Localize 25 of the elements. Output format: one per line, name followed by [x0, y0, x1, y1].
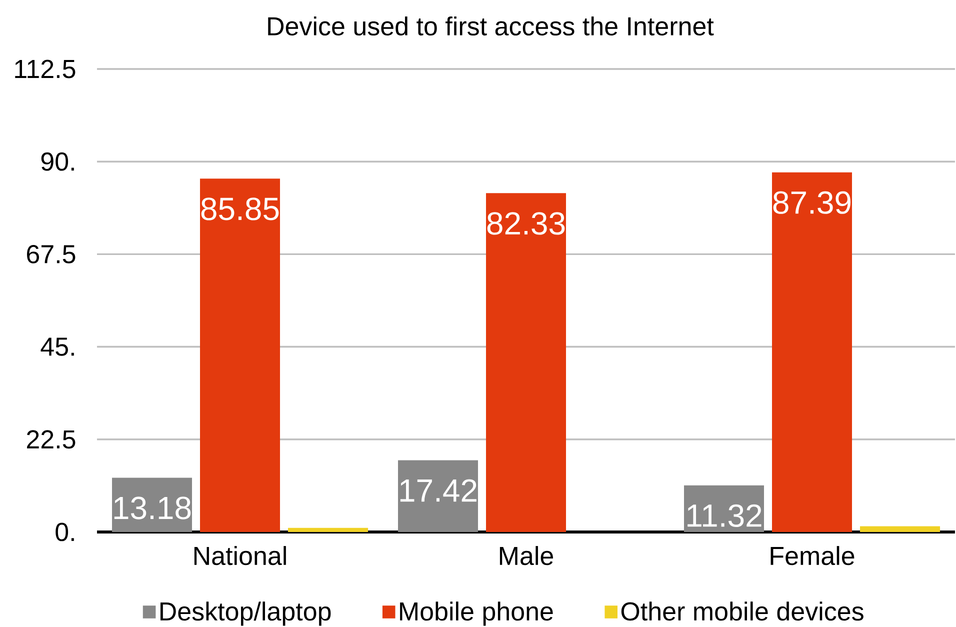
bar — [398, 460, 478, 532]
data-label: 13.18 — [114, 496, 191, 520]
data-label: 85.85 — [201, 198, 279, 220]
x-tick-label: Female — [770, 546, 854, 566]
chart-title: Device used to first access the Internet — [268, 16, 714, 36]
y-tick-label: 67.5 — [27, 244, 76, 264]
y-tick-label: 90. — [41, 152, 74, 171]
data-label: 11.32 — [688, 504, 762, 527]
bar — [486, 193, 566, 532]
bar — [860, 526, 940, 532]
y-tick-label: 112.5 — [15, 60, 76, 78]
y-tick-label: 45. — [40, 338, 74, 356]
x-tick-label: National — [194, 546, 286, 566]
legend-label: Mobile phone — [400, 602, 553, 626]
legend-label: Other mobile devices — [621, 602, 864, 621]
bar — [772, 172, 852, 532]
bar — [288, 528, 368, 532]
y-tick-label: 22.5 — [27, 430, 76, 449]
x-tick-label: Male — [500, 546, 554, 566]
bar — [200, 178, 280, 532]
data-label: 17.42 — [400, 479, 476, 502]
data-label: 82.33 — [487, 212, 565, 235]
legend-label: Desktop/laptop — [160, 602, 331, 626]
y-tick-label: 0. — [56, 522, 74, 542]
data-label: 87.39 — [773, 191, 850, 214]
